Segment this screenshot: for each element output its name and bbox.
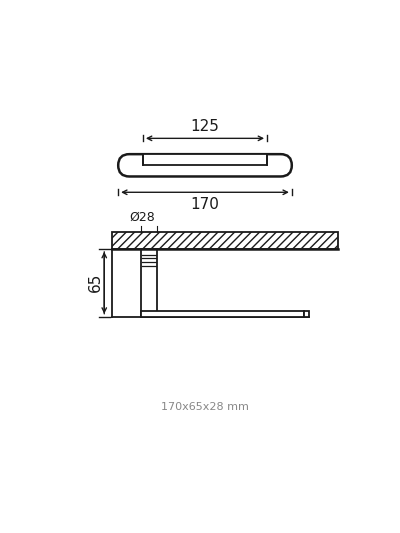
Bar xyxy=(142,311,304,317)
Bar xyxy=(304,311,309,317)
Text: 170: 170 xyxy=(190,197,220,212)
Text: 170x65x28 mm: 170x65x28 mm xyxy=(161,402,249,412)
Bar xyxy=(112,232,338,249)
Text: 65: 65 xyxy=(88,273,103,293)
FancyBboxPatch shape xyxy=(118,154,292,176)
Text: 125: 125 xyxy=(190,119,220,134)
Bar xyxy=(142,249,157,317)
Bar xyxy=(143,154,267,165)
Text: Ø28: Ø28 xyxy=(129,211,155,224)
